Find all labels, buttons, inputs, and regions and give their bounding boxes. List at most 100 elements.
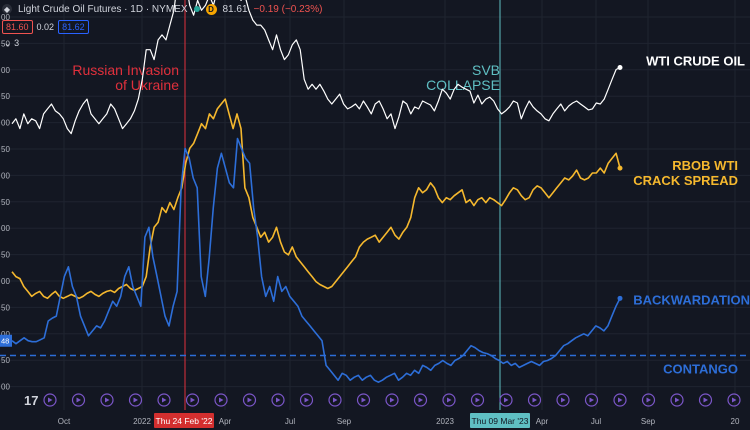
wti-series-line: [11, 0, 621, 135]
backwardation-series-endpoint: [617, 295, 623, 301]
play-icon[interactable]: [328, 393, 342, 407]
y-tick-label: 50: [1, 251, 10, 260]
symbol-icon[interactable]: ◆: [2, 4, 12, 14]
market-status-icon: [193, 6, 200, 12]
x-tick-label: Sep: [337, 417, 352, 426]
play-icon[interactable]: [185, 393, 200, 407]
play-icon-ring: [214, 393, 228, 407]
d-badge[interactable]: D: [205, 3, 217, 15]
play-icon[interactable]: [556, 393, 570, 407]
series-lines: [11, 0, 623, 384]
play-icon-ring: [641, 393, 656, 407]
play-icon-ring: [271, 393, 285, 407]
y-tick-label: 50: [1, 39, 10, 48]
play-icon-arrow: [618, 397, 623, 403]
trade-buttons: 81.60 0.02 81.62: [2, 20, 89, 34]
sell-button[interactable]: 81.60: [2, 20, 33, 34]
play-icon[interactable]: [299, 393, 314, 407]
header-title[interactable]: Light Crude Oil Futures · 1D · NYMEX: [18, 3, 188, 15]
play-icon[interactable]: [385, 393, 399, 407]
play-icon-ring: [157, 393, 171, 407]
left-price-badge: [0, 334, 12, 347]
play-icon-arrow: [703, 397, 708, 403]
play-icon[interactable]: [470, 393, 485, 407]
x-tick-label: 2022: [133, 417, 151, 426]
x-tick-label: 2023: [436, 417, 454, 426]
play-icon-arrow: [76, 397, 81, 403]
y-tick-label: 00: [1, 171, 10, 180]
collapsed-count: 3: [14, 38, 20, 48]
play-icon[interactable]: [698, 393, 713, 407]
buy-button[interactable]: 81.62: [58, 20, 89, 34]
play-icon-arrow: [675, 397, 680, 403]
play-icon-ring: [442, 393, 456, 407]
play-icon[interactable]: [71, 393, 86, 407]
chart-header: ◆ Light Crude Oil Futures · 1D · NYMEX D…: [0, 0, 322, 18]
play-icon-arrow: [247, 397, 252, 403]
play-icon[interactable]: [499, 393, 513, 407]
play-icon-arrow: [504, 397, 509, 403]
play-icon-ring: [727, 393, 741, 407]
play-icon[interactable]: [670, 393, 684, 407]
play-icon-ring: [556, 393, 570, 407]
play-icon[interactable]: [100, 393, 114, 407]
x-tick-label: Oct: [58, 417, 71, 426]
x-tick-label: Jul: [591, 417, 601, 426]
svb-date-badge: [470, 413, 530, 428]
play-icon[interactable]: [613, 393, 627, 407]
x-tick-label: Sep: [641, 417, 656, 426]
play-icon-arrow: [561, 397, 566, 403]
invasion-date-label: Thu 24 Feb '22: [156, 416, 213, 426]
play-icon-ring: [43, 393, 57, 407]
rbob-series-line: [11, 98, 621, 300]
play-icon[interactable]: [214, 393, 228, 407]
rbob-label: CRACK SPREAD: [633, 173, 738, 188]
play-icon[interactable]: [271, 393, 285, 407]
play-icon[interactable]: [43, 393, 57, 407]
y-tick-label: 00: [1, 224, 10, 233]
play-icon[interactable]: [727, 393, 741, 407]
play-icon-ring: [527, 393, 542, 407]
invasion-label: of Ukraine: [115, 77, 179, 93]
play-icon-arrow: [418, 397, 423, 403]
play-icon-arrow: [447, 397, 452, 403]
play-icon[interactable]: [128, 393, 143, 407]
play-icon[interactable]: [584, 393, 599, 407]
play-icon-arrow: [304, 397, 309, 403]
play-icon-arrow: [162, 397, 167, 403]
play-icon-ring: [242, 393, 257, 407]
play-icon-ring: [584, 393, 599, 407]
x-tick-label: 20: [731, 417, 740, 426]
play-icon-ring: [698, 393, 713, 407]
play-icon[interactable]: [242, 393, 257, 407]
invasion-date-badge: [154, 413, 214, 428]
y-tick-label: 50: [1, 303, 10, 312]
play-icon-arrow: [333, 397, 338, 403]
header-change: −0.19 (−0.23%): [253, 3, 323, 15]
x-tick-label: Jul: [285, 417, 295, 426]
play-icon[interactable]: [356, 393, 371, 407]
play-icon-ring: [385, 393, 399, 407]
spread-value: 0.02: [36, 22, 55, 32]
play-icon-ring: [356, 393, 371, 407]
playback-icons[interactable]: 17: [24, 393, 741, 408]
tradingview-logo: 17: [24, 393, 38, 408]
wti-series-endpoint: [617, 64, 623, 70]
play-icon-ring: [185, 393, 200, 407]
play-icon-arrow: [589, 397, 594, 403]
play-icon[interactable]: [527, 393, 542, 407]
play-icon[interactable]: [413, 393, 428, 407]
play-icon[interactable]: [442, 393, 456, 407]
x-axis: Oct 2022 Apr Jul Sep 2023 Apr Jul Sep 20: [58, 417, 740, 426]
play-icon[interactable]: [157, 393, 171, 407]
play-icon-arrow: [276, 397, 281, 403]
play-icon-ring: [413, 393, 428, 407]
play-icon[interactable]: [641, 393, 656, 407]
y-tick-label: 00: [1, 13, 10, 22]
play-icon-ring: [499, 393, 513, 407]
collapse-toggle[interactable]: ⌄ 3: [4, 38, 19, 49]
y-tick-label: 50: [1, 198, 10, 207]
play-icon-arrow: [390, 397, 395, 403]
